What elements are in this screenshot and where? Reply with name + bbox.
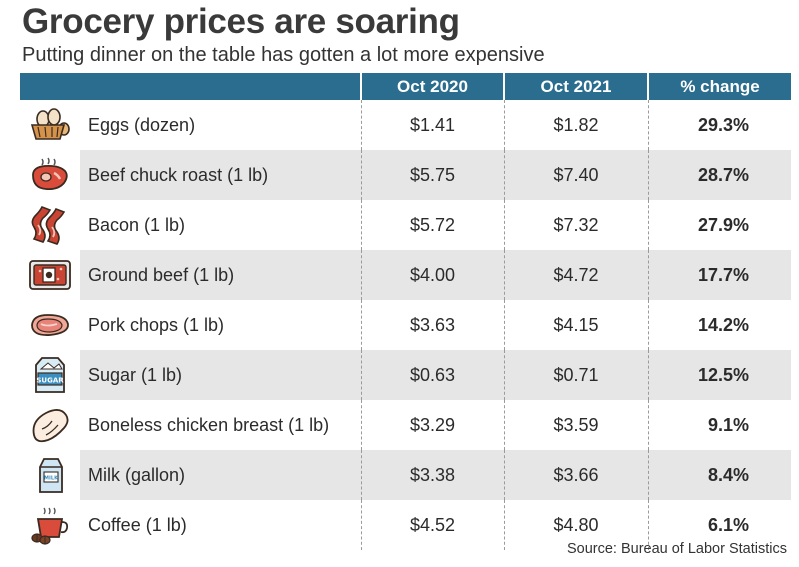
percent-change: 9.1%: [647, 400, 791, 450]
percent-change: 6.1%: [647, 500, 791, 550]
item-name: Beef chuck roast (1 lb): [80, 150, 361, 200]
price-oct-2020: $5.75: [360, 150, 504, 200]
row-icon-cell: MILK: [20, 450, 80, 500]
table-row: SUGAR Sugar (1 lb) $0.63 $0.71 12.5%: [20, 350, 791, 400]
price-oct-2021: $4.15: [503, 300, 648, 350]
item-name: Bacon (1 lb): [88, 214, 186, 235]
price-oct-2020: $5.72: [360, 200, 504, 250]
item-name: Boneless chicken breast (1 lb): [88, 414, 330, 435]
price-oct-2021: $4.72: [503, 250, 648, 300]
header-percent-change: % change: [647, 73, 791, 100]
item-name: Ground beef (1 lb): [80, 250, 361, 300]
row-icon-cell: [20, 200, 80, 250]
item-name: Eggs (dozen): [88, 114, 196, 135]
item-name: Sugar (1 lb): [80, 350, 361, 400]
price-oct-2020: $3.29: [360, 400, 504, 450]
price-oct-2021: $7.40: [503, 150, 648, 200]
row-icon-cell: [20, 300, 80, 350]
coffee-cup-icon: [28, 507, 72, 545]
price-oct-2021: $1.82: [503, 100, 648, 150]
percent-change: 29.3%: [647, 100, 791, 150]
price-table: Oct 2020 Oct 2021 % change Eggs (dozen) $…: [20, 73, 791, 550]
percent-change: 27.9%: [647, 200, 791, 250]
table-row: Beef chuck roast (1 lb) $5.75 $7.40 28.7%: [20, 150, 791, 200]
milk-carton-icon: MILK: [28, 458, 72, 493]
table-row: MILK Milk (gallon) $3.38 $3.66 8.4%: [20, 450, 791, 500]
percent-change: 8.4%: [647, 450, 791, 500]
table-row: Bacon (1 lb) $5.72 $7.32 27.9%: [20, 200, 791, 250]
price-oct-2021: $3.66: [503, 450, 648, 500]
price-oct-2020: $1.41: [360, 100, 504, 150]
table-row: Coffee (1 lb) $4.52 $4.80 6.1%: [20, 500, 791, 550]
row-icon-cell: [20, 150, 80, 200]
price-oct-2021: $7.32: [503, 200, 648, 250]
row-icon-cell: SUGAR: [20, 350, 80, 400]
bacon-icon: [28, 205, 72, 245]
price-oct-2020: $4.00: [360, 250, 504, 300]
table-row: Boneless chicken breast (1 lb) $3.29 $3.59…: [20, 400, 791, 450]
table-row: Ground beef (1 lb) $4.00 $4.72 17.7%: [20, 250, 791, 300]
row-icon-cell: [20, 400, 80, 450]
percent-change: 17.7%: [647, 250, 791, 300]
chart-subtitle: Putting dinner on the table has gotten a…: [22, 44, 545, 66]
svg-text:MILK: MILK: [44, 476, 59, 482]
sugar-bag-icon: SUGAR: [28, 357, 72, 393]
price-oct-2020: $4.52: [360, 500, 504, 550]
price-oct-2021: $4.80: [503, 500, 648, 550]
price-oct-2021: $3.59: [503, 400, 648, 450]
header-oct-2020: Oct 2020: [360, 73, 504, 100]
header-oct-2021: Oct 2021: [503, 73, 648, 100]
row-icon-cell: [20, 250, 80, 300]
pork-chop-icon: [28, 314, 72, 336]
svg-text:SUGAR: SUGAR: [36, 377, 64, 385]
row-icon-cell: [20, 100, 80, 150]
header-item-column: [20, 73, 361, 100]
price-oct-2020: $3.63: [360, 300, 504, 350]
percent-change: 12.5%: [647, 350, 791, 400]
item-name: Pork chops (1 lb): [88, 314, 225, 335]
beef-steak-icon: [28, 157, 72, 191]
table-row: Pork chops (1 lb) $3.63 $4.15 14.2%: [20, 300, 791, 350]
table-row: Eggs (dozen) $1.41 $1.82 29.3%: [20, 100, 791, 150]
row-icon-cell: [20, 500, 80, 550]
chart-title: Grocery prices are soaring: [22, 2, 460, 41]
price-oct-2020: $3.38: [360, 450, 504, 500]
price-oct-2020: $0.63: [360, 350, 504, 400]
item-name: Milk (gallon): [80, 450, 361, 500]
item-name: Coffee (1 lb): [88, 514, 187, 535]
source-note: Source: Bureau of Labor Statistics: [566, 541, 787, 557]
chicken-breast-icon: [28, 409, 72, 443]
percent-change: 14.2%: [647, 300, 791, 350]
header-row: Oct 2020 Oct 2021 % change: [20, 73, 791, 100]
ground-beef-icon: [28, 260, 72, 290]
price-oct-2021: $0.71: [503, 350, 648, 400]
eggs-icon: [28, 108, 72, 140]
percent-change: 28.7%: [647, 150, 791, 200]
